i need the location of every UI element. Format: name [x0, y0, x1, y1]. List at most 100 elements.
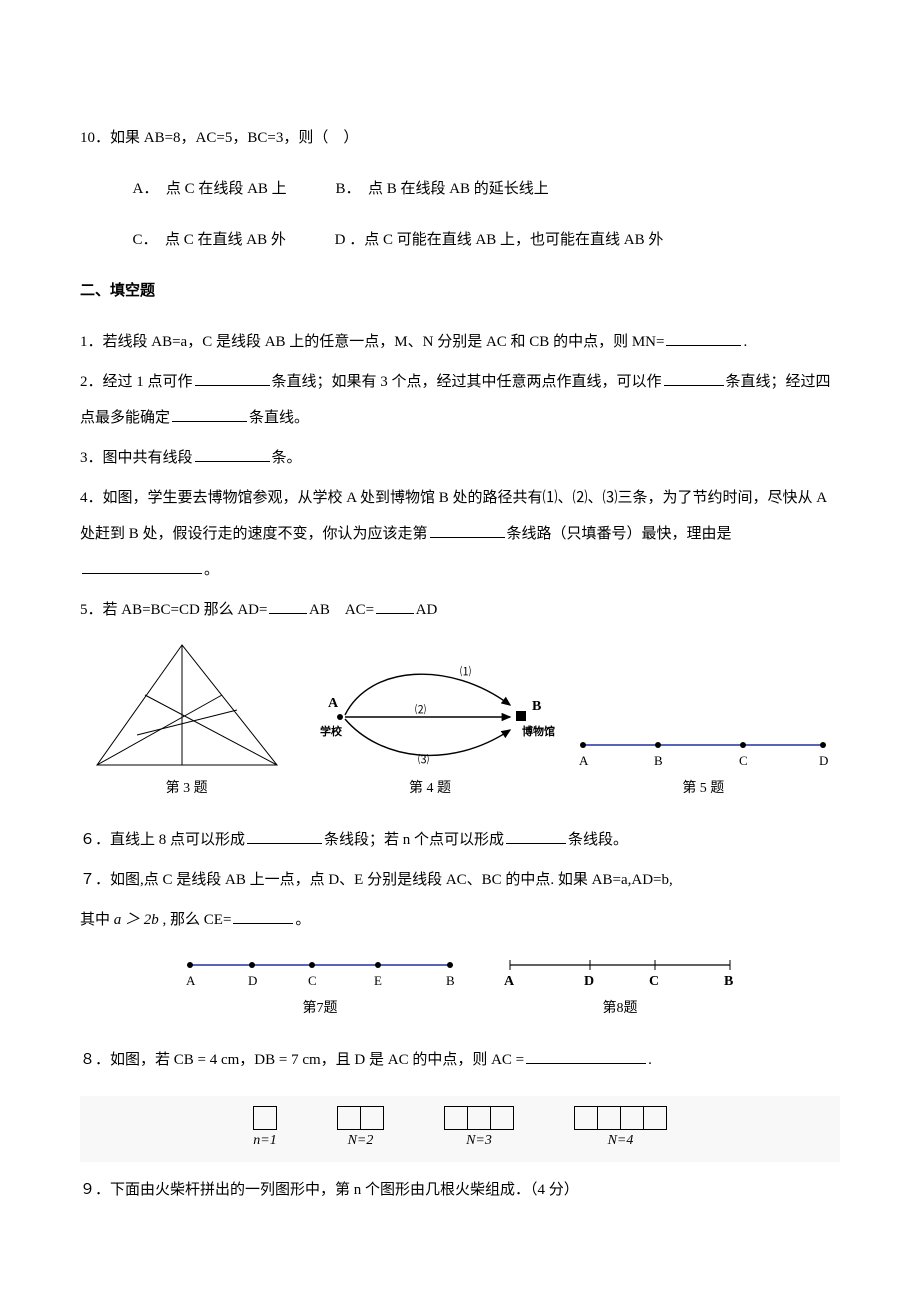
match-n2: N=2	[337, 1106, 384, 1152]
fill-3-blank	[195, 446, 270, 462]
fill-7-2c: 。	[295, 912, 310, 928]
figure-7: A D C E B 第7题	[180, 950, 460, 1018]
fill-2-blank2	[664, 370, 724, 386]
figure-row-7-8: A D C E B 第7题 A D C B 第8题	[80, 950, 840, 1018]
svg-text:D: D	[248, 973, 257, 988]
q10-stem: 10．如果 AB=8，AC=5，BC=3，则（ ）	[80, 120, 840, 156]
figure-5: A B C D 第 5 题	[573, 725, 833, 798]
figure-3-svg	[87, 640, 287, 775]
fill-6-b: 条线段；若 n 个点可以形成	[324, 832, 504, 848]
svg-text:博物馆: 博物馆	[522, 724, 555, 738]
q10-opt-d: D ．点 C 可能在直线 AB 上，也可能在直线 AB 外	[335, 222, 664, 258]
match-n2-label: N=2	[337, 1130, 384, 1152]
svg-text:B: B	[532, 699, 541, 714]
fill-7-cond: a ＞ 2b	[114, 912, 159, 928]
fill-5-blank2	[376, 598, 414, 614]
square-icon	[597, 1106, 621, 1130]
fill-7-2b: , 那么 CE=	[159, 912, 232, 928]
fill-3-b: 条。	[272, 450, 302, 466]
svg-text:B: B	[724, 974, 733, 989]
svg-text:C: C	[739, 753, 748, 768]
figure-8: A D C B 第8题	[500, 950, 740, 1018]
match-n4-label: N=4	[574, 1130, 667, 1152]
match-n1-label: n=1	[253, 1130, 277, 1152]
svg-text:⑵: ⑵	[415, 703, 426, 716]
figure-7-caption: 第7题	[180, 1001, 460, 1018]
square-icon	[253, 1106, 277, 1130]
figure-3-caption: 第 3 题	[87, 781, 287, 798]
q10-opt-b: B． 点 B 在线段 AB 的延长线上	[335, 171, 548, 207]
fill-6-blank2	[506, 828, 566, 844]
square-icon	[574, 1106, 598, 1130]
fill-6: ６．直线上 8 点可以形成 条线段；若 n 个点可以形成 条线段。	[80, 822, 840, 858]
fill-6-blank1	[247, 828, 322, 844]
section-2-heading: 二、填空题	[80, 273, 840, 309]
figure-3: 第 3 题	[87, 640, 287, 798]
svg-text:A: A	[504, 974, 515, 989]
svg-text:⑶: ⑶	[418, 753, 429, 766]
svg-text:D: D	[584, 974, 594, 989]
square-icon	[490, 1106, 514, 1130]
fill-4: 4．如图，学生要去博物馆参观，从学校 A 处到博物馆 B 处的路径共有⑴、⑵、⑶…	[80, 480, 840, 588]
match-n1: n=1	[253, 1106, 277, 1152]
svg-text:C: C	[649, 974, 659, 989]
match-n4: N=4	[574, 1106, 667, 1152]
fill-8-a: ８．如图，若 CB = 4 cm，DB = 7 cm，且 D 是 AC 的中点，…	[80, 1052, 524, 1068]
q10-opt-c: C． 点 C 在直线 AB 外	[133, 222, 286, 258]
figure-8-svg: A D C B	[500, 950, 740, 995]
svg-text:D: D	[819, 753, 828, 768]
square-icon	[620, 1106, 644, 1130]
fill-9: ９．下面由火柴杆拼出的一列图形中，第 n 个图形由几根火柴组成．（4 分）	[80, 1172, 840, 1208]
fill-8-b: .	[648, 1052, 652, 1068]
square-icon	[643, 1106, 667, 1130]
fill-5-a: 5．若 AB=BC=CD 那么 AD=	[80, 602, 267, 618]
fill-2-b: 条直线；如果有 3 个点，经过其中任意两点作直线，可以作	[272, 374, 662, 390]
fill-6-a: ６．直线上 8 点可以形成	[80, 832, 245, 848]
svg-text:学校: 学校	[320, 724, 343, 738]
match-n3: N=3	[444, 1106, 514, 1152]
svg-text:C: C	[308, 973, 317, 988]
fill-5: 5．若 AB=BC=CD 那么 AD= AB AC= AD	[80, 592, 840, 628]
fill-3-a: 3．图中共有线段	[80, 450, 193, 466]
fill-1: 1．若线段 AB=a，C 是线段 AB 上的任意一点，M、N 分别是 AC 和 …	[80, 324, 840, 360]
svg-text:E: E	[374, 973, 382, 988]
fill-5-c: AD	[416, 602, 438, 618]
figure-5-svg: A B C D	[573, 725, 833, 775]
svg-text:B: B	[446, 973, 455, 988]
match-n3-label: N=3	[444, 1130, 514, 1152]
fill-7-blank	[233, 908, 293, 924]
figure-4-svg: A B 学校 博物馆 ⑴ ⑵ ⑶	[300, 655, 560, 775]
fill-6-c: 条线段。	[568, 832, 628, 848]
figure-5-caption: 第 5 题	[573, 781, 833, 798]
fill-2: 2．经过 1 点可作条直线；如果有 3 个点，经过其中任意两点作直线，可以作条直…	[80, 364, 840, 436]
q10-options-row2: C． 点 C 在直线 AB 外 D ．点 C 可能在直线 AB 上，也可能在直线…	[80, 222, 840, 258]
svg-text:A: A	[579, 753, 589, 768]
square-icon	[444, 1106, 468, 1130]
fill-2-blank3	[172, 406, 247, 422]
fill-5-blank1	[269, 598, 307, 614]
svg-text:⑴: ⑴	[460, 665, 471, 678]
figure-8-caption: 第8题	[500, 1001, 740, 1018]
svg-text:A: A	[328, 696, 339, 711]
fill-1-pre: 1．若线段 AB=a，C 是线段 AB 上的任意一点，M、N 分别是 AC 和 …	[80, 334, 664, 350]
fill-7-2a: 其中	[80, 912, 114, 928]
square-icon	[337, 1106, 361, 1130]
fill-4-b: 条线路（只填番号）最快，理由是	[507, 526, 732, 542]
fill-2-blank1	[195, 370, 270, 386]
square-icon	[467, 1106, 491, 1130]
fill-1-post: .	[743, 334, 747, 350]
figure-4: A B 学校 博物馆 ⑴ ⑵ ⑶ 第 4 题	[300, 655, 560, 798]
fill-4-blank2	[82, 561, 202, 574]
figure-row-3-4-5: 第 3 题 A B 学校 博物馆 ⑴ ⑵ ⑶ 第 4 题	[80, 640, 840, 798]
figure-7-svg: A D C E B	[180, 950, 460, 995]
fill-7-line2: 其中 a ＞ 2b , 那么 CE= 。	[80, 902, 840, 938]
figure-4-caption: 第 4 题	[300, 781, 560, 798]
svg-text:A: A	[186, 973, 196, 988]
fill-4-c: 。	[204, 562, 219, 578]
fill-8-blank	[526, 1048, 646, 1064]
fill-3: 3．图中共有线段 条。	[80, 440, 840, 476]
q10-opt-a: A． 点 C 在线段 AB 上	[133, 171, 287, 207]
fill-5-b: AB AC=	[309, 602, 374, 618]
fill-4-blank1	[430, 522, 505, 538]
fill-8: ８．如图，若 CB = 4 cm，DB = 7 cm，且 D 是 AC 的中点，…	[80, 1042, 840, 1078]
